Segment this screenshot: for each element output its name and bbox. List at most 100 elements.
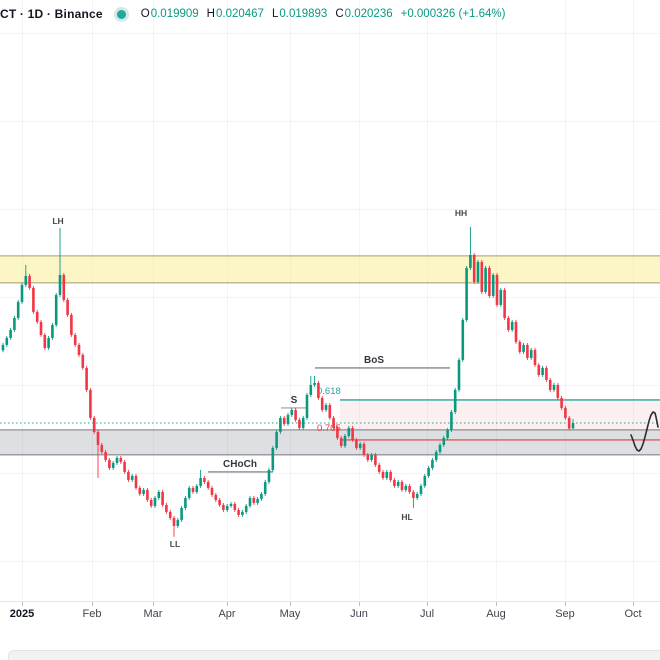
time-axis-label: 2025 xyxy=(9,608,35,620)
candle-body xyxy=(514,321,518,342)
candle-body xyxy=(16,301,20,318)
candle-body xyxy=(96,431,100,445)
fib-label[interactable]: 0.618 xyxy=(317,386,341,397)
candle-body xyxy=(290,409,294,415)
candle-body xyxy=(366,454,370,460)
candle-body xyxy=(377,464,381,472)
candle-body xyxy=(142,489,145,494)
candle-body xyxy=(9,329,12,338)
candle-body xyxy=(343,435,347,446)
low-readout: L 0.019893 xyxy=(272,8,327,20)
candle-body xyxy=(20,284,24,302)
symbol-title[interactable]: CT · 1D · Binance xyxy=(0,7,103,21)
time-axis-tick xyxy=(153,602,154,606)
candle-body xyxy=(453,389,457,412)
candle-body xyxy=(431,459,434,468)
candle-body xyxy=(529,349,533,358)
candle-body xyxy=(5,337,9,345)
supply-zone-yellow[interactable] xyxy=(0,255,660,283)
candle-body xyxy=(176,519,180,526)
candle-body xyxy=(567,417,571,429)
candle-body xyxy=(100,444,104,452)
price-chart-canvas[interactable]: 0.618 0.705 BoS S CHoCh LH HH LL HL xyxy=(0,0,660,601)
candle-body xyxy=(491,274,495,296)
candle-body xyxy=(286,414,290,424)
time-axis-tick xyxy=(227,602,228,606)
candle-body xyxy=(400,481,404,490)
time-axis-label: Jul xyxy=(419,608,435,620)
swing-label-hh[interactable]: HH xyxy=(455,208,467,218)
candle-body xyxy=(115,457,119,463)
candle-body xyxy=(229,503,233,506)
candle-body xyxy=(351,427,354,440)
bottom-panel[interactable] xyxy=(8,650,660,660)
candle-body xyxy=(119,457,123,462)
candle-body xyxy=(187,487,191,498)
swing-label-hl[interactable]: HL xyxy=(401,512,412,522)
fib-zone-pink[interactable] xyxy=(340,399,660,430)
projection-squiggle[interactable] xyxy=(630,411,659,452)
candle-body xyxy=(423,475,427,486)
candle-body xyxy=(199,477,202,486)
candle-body xyxy=(472,254,476,282)
candle-body xyxy=(499,289,503,305)
candle-body xyxy=(381,471,385,478)
time-axis-label: Apr xyxy=(218,608,236,620)
candle-body xyxy=(149,499,153,506)
candle-body xyxy=(252,497,256,503)
time-axis-label: Feb xyxy=(82,608,102,620)
close-readout: C 0.020236 xyxy=(335,8,392,20)
candle-body xyxy=(347,427,351,436)
candle-body xyxy=(241,511,244,515)
structure-label-choch[interactable]: CHoCh xyxy=(223,459,257,470)
structure-label-bos[interactable]: BoS xyxy=(364,355,384,366)
candle-body xyxy=(54,294,58,325)
candle-body xyxy=(138,487,142,494)
candle-body xyxy=(73,334,77,345)
candle-body xyxy=(130,475,134,480)
candle-body xyxy=(1,344,5,351)
time-axis[interactable]: 2025 Feb Mar Apr May Jun Jul Aug Sep Oct xyxy=(0,601,660,650)
candle-body xyxy=(165,504,168,512)
candle-body xyxy=(495,274,499,305)
candle-body xyxy=(218,499,221,505)
high-label: H xyxy=(206,8,215,20)
candle-body xyxy=(476,261,480,282)
time-axis-tick xyxy=(633,602,634,606)
candle-body xyxy=(104,451,107,460)
candle-body xyxy=(328,404,332,418)
candle-body xyxy=(434,451,438,460)
candle-body xyxy=(256,498,259,503)
candle-body xyxy=(214,494,218,500)
candle-body xyxy=(39,321,43,335)
candle-body xyxy=(203,477,206,482)
candle-body xyxy=(320,397,324,410)
candle-body xyxy=(92,417,96,432)
candle-body xyxy=(564,407,567,418)
candle-body xyxy=(396,481,400,486)
candle-body xyxy=(324,404,328,410)
candle-body xyxy=(294,409,297,420)
swing-label-ll[interactable]: LL xyxy=(170,539,180,549)
candle-body xyxy=(415,493,419,498)
candle-body xyxy=(317,382,320,398)
status-dot-icon xyxy=(116,9,126,19)
candle-body xyxy=(480,261,484,292)
candle-body xyxy=(438,444,442,452)
demand-zone-gray[interactable] xyxy=(0,429,660,455)
candle-body xyxy=(484,267,487,292)
structure-label-s[interactable]: S xyxy=(291,395,298,406)
candle-body xyxy=(465,267,468,320)
swing-label-lh[interactable]: LH xyxy=(52,216,63,226)
candle-body xyxy=(127,471,130,480)
candle-body xyxy=(526,344,529,358)
candle-body xyxy=(419,485,423,494)
candle-body xyxy=(469,254,472,268)
candle-body xyxy=(168,511,172,518)
fib-label[interactable]: 0.705 xyxy=(317,423,341,434)
candle-body xyxy=(533,349,537,365)
candle-body xyxy=(271,447,275,470)
candle-body xyxy=(370,454,373,460)
